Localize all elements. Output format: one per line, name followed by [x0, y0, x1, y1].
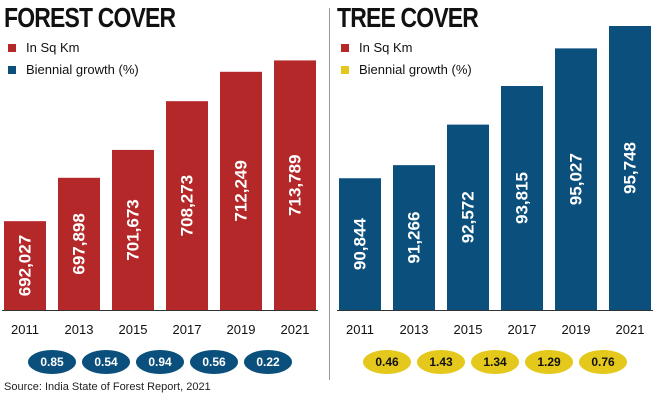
growth-label: 0.94	[148, 355, 172, 369]
growth-pill	[417, 350, 465, 374]
growth-pill	[579, 350, 627, 374]
tree-cover-title: TREE COVER	[337, 2, 479, 33]
bar-value-label: 692,027	[16, 235, 35, 296]
x-tick-label: 2021	[281, 322, 310, 337]
bar	[501, 86, 543, 310]
bar	[339, 178, 381, 310]
legend-swatch	[8, 65, 16, 74]
bar-value-label: 701,673	[124, 199, 143, 260]
bar-value-label: 95,027	[567, 153, 586, 205]
growth-pill	[190, 350, 238, 374]
legend-swatch	[8, 43, 16, 52]
panel-divider	[329, 8, 330, 380]
growth-label: 0.22	[256, 355, 280, 369]
x-tick-label: 2013	[65, 322, 94, 337]
bar-value-label: 91,266	[405, 212, 424, 264]
bar	[609, 26, 651, 310]
legend-label: Biennial growth (%)	[359, 62, 472, 77]
legend-swatch	[341, 43, 349, 52]
growth-label: 1.43	[429, 355, 453, 369]
forest-cover-panel: FOREST COVER In Sq Km Biennial growth (%…	[0, 0, 325, 380]
bar	[4, 221, 46, 310]
legend-label: Biennial growth (%)	[26, 62, 139, 77]
x-tick-label: 2011	[346, 322, 374, 337]
bar	[166, 101, 208, 310]
growth-pill	[28, 350, 76, 374]
legend-item-growth: Biennial growth (%)	[8, 62, 139, 77]
growth-label: 0.46	[375, 355, 399, 369]
bar-value-label: 93,815	[513, 172, 532, 224]
bar	[447, 124, 489, 311]
x-tick-label: 2015	[119, 322, 148, 337]
bar	[112, 149, 154, 310]
x-tick-label: 2015	[454, 322, 483, 337]
x-tick-label: 2017	[508, 322, 537, 337]
legend-item-sq-km: In Sq Km	[8, 40, 79, 55]
bar	[274, 60, 316, 311]
growth-label: 1.34	[483, 355, 507, 369]
growth-label: 0.56	[202, 355, 226, 369]
bar-value-label: 697,898	[70, 213, 89, 274]
legend-label: In Sq Km	[26, 40, 80, 55]
legend-swatch	[341, 65, 349, 74]
x-tick-label: 2021	[616, 322, 645, 337]
growth-pill	[82, 350, 130, 374]
bar-value-label: 95,748	[621, 142, 640, 194]
bar	[220, 71, 262, 311]
legend-item-growth: Biennial growth (%)	[341, 62, 472, 77]
growth-label: 1.29	[537, 355, 561, 369]
bar	[58, 177, 100, 310]
bar	[393, 165, 435, 310]
bar	[555, 48, 597, 310]
growth-label: 0.85	[40, 355, 64, 369]
forest-cover-chart: 692,027 2011 697,898 2013 701,673 2015 708,273…	[2, 60, 318, 374]
growth-pill	[244, 350, 292, 374]
growth-pill	[471, 350, 519, 374]
bar-value-label: 712,249	[232, 160, 251, 221]
legend-item-sq-km: In Sq Km	[341, 40, 412, 55]
bar-value-label: 92,572	[459, 191, 478, 243]
x-tick-label: 2017	[173, 322, 202, 337]
tree-cover-panel: TREE COVER In Sq Km Biennial growth (%) …	[333, 0, 660, 380]
tree-cover-chart: 90,844 2011 91,266 2013 92,572 2015 93,815 2017…	[337, 26, 653, 374]
x-tick-label: 2011	[11, 322, 39, 337]
legend-label: In Sq Km	[359, 40, 413, 55]
source-note: Source: India State of Forest Report, 20…	[4, 381, 211, 393]
growth-pill	[136, 350, 184, 374]
x-tick-label: 2013	[400, 322, 429, 337]
growth-pill	[525, 350, 573, 374]
growth-pill	[363, 350, 411, 374]
bar-value-label: 90,844	[351, 218, 370, 271]
growth-label: 0.76	[591, 355, 615, 369]
forest-cover-title: FOREST COVER	[4, 2, 176, 33]
bar-value-label: 708,273	[178, 175, 197, 236]
x-tick-label: 2019	[227, 322, 256, 337]
x-tick-label: 2019	[562, 322, 591, 337]
bar-value-label: 713,789	[286, 154, 305, 215]
growth-label: 0.54	[94, 355, 118, 369]
